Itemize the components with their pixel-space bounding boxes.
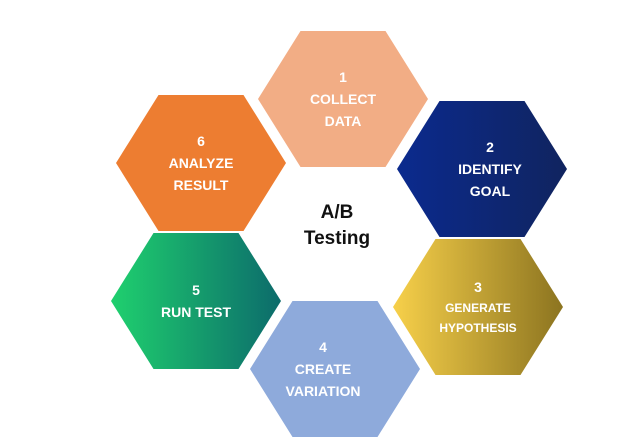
center-title-line2: Testing (303, 228, 371, 249)
step-5-line1: RUN TEST (161, 304, 231, 320)
step-2-line1: IDENTIFY (458, 161, 522, 177)
center-title: A/B Testing (262, 200, 412, 252)
step-3-label: 3 GENERATE HYPOTHESIS (393, 239, 563, 375)
step-3-number: 3 (474, 279, 482, 295)
step-1-number: 1 (339, 69, 347, 85)
step-1-line2: DATA (324, 113, 362, 129)
step-6-line1: ANALYZE (168, 155, 234, 171)
step-6-line2: RESULT (173, 177, 229, 193)
step-6-number: 6 (197, 133, 205, 149)
step-2-label: 2 IDENTIFY GOAL (405, 101, 575, 237)
step-2-line2: GOAL (469, 183, 511, 199)
step-4-label: 4 CREATE VARIATION (238, 301, 408, 437)
step-6-label: 6 ANALYZE RESULT (116, 95, 286, 231)
hexagon-step-1 (258, 31, 428, 167)
step-4-line2: VARIATION (285, 383, 361, 399)
center-title-line1: A/B (320, 202, 354, 223)
step-5-label: 5 RUN TEST (111, 233, 281, 369)
step-2-number: 2 (486, 139, 494, 155)
hexagon-step-4 (250, 301, 420, 437)
step-3-line1: GENERATE (445, 301, 511, 315)
step-3-line2: HYPOTHESIS (439, 321, 517, 335)
step-5-number: 5 (192, 282, 200, 298)
step-4-number: 4 (319, 339, 327, 355)
step-1-label: 1 COLLECT DATA (258, 31, 428, 167)
step-4-line1: CREATE (294, 361, 352, 377)
step-1-line1: COLLECT (309, 91, 377, 107)
